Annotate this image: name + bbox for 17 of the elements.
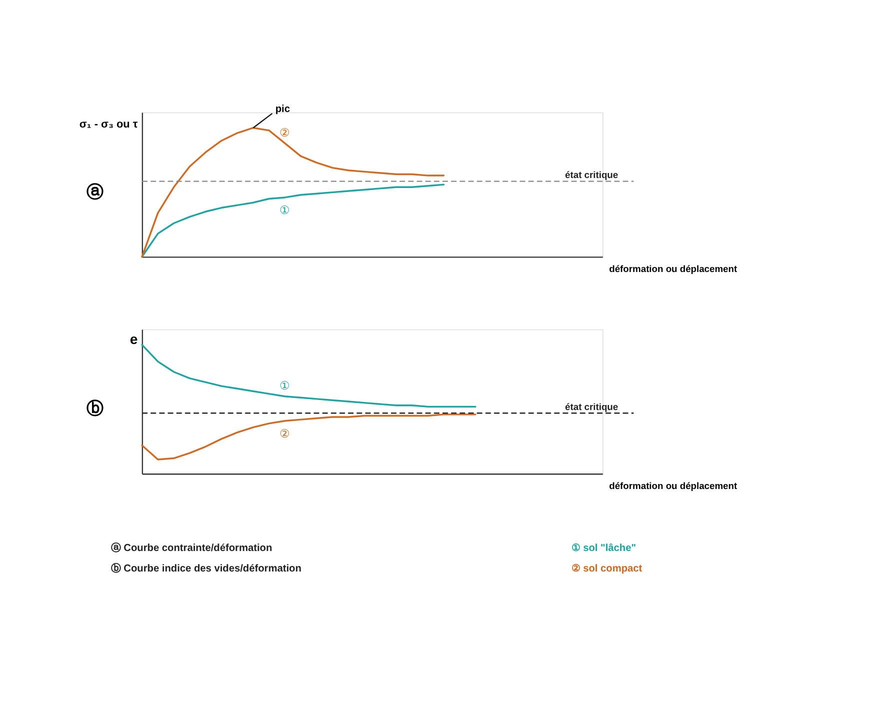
x-axis-title: déformation ou déplacement	[609, 264, 738, 274]
series-label: ①	[279, 379, 290, 392]
text: pic	[275, 104, 290, 115]
text: ⓑ	[86, 398, 104, 418]
text: ② sol compact	[571, 563, 643, 574]
ref-line-label: état critique	[565, 170, 618, 180]
y-axis-title: e	[130, 330, 138, 347]
text: ① sol "lâche"	[571, 542, 636, 554]
ref-line-label: état critique	[565, 402, 618, 412]
text: ⓐ	[86, 181, 104, 202]
series-label: ②	[279, 427, 290, 440]
text: ⓐ Courbe contrainte/déformation	[110, 542, 272, 554]
series-label: ②	[279, 126, 290, 140]
y-axis-title: σ₁ - σ₃ ou τ	[79, 118, 138, 131]
x-axis-title: déformation ou déplacement	[609, 480, 738, 491]
series-label: ①	[279, 204, 290, 217]
text: ⓑ Courbe indice des vides/déformation	[110, 562, 302, 574]
